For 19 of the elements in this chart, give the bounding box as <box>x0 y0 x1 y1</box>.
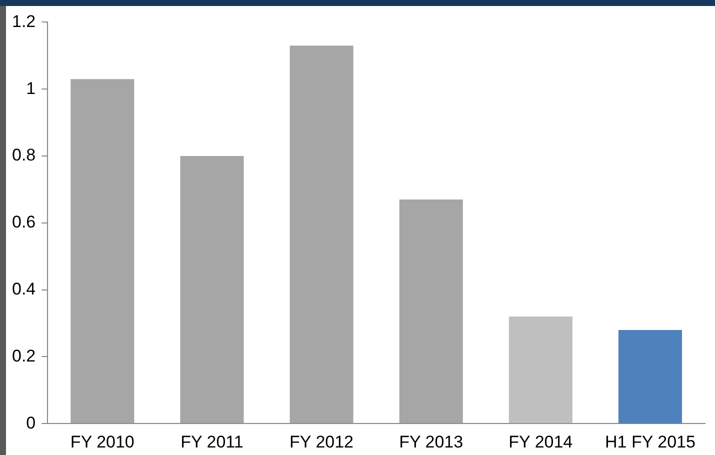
x-tick-label: FY 2011 <box>180 432 244 452</box>
x-tick-label: FY 2013 <box>399 432 464 452</box>
y-tick-label: 0.2 <box>12 346 36 366</box>
bar <box>290 46 354 424</box>
x-tick-label: FY 2010 <box>70 432 134 452</box>
bar <box>180 156 244 424</box>
y-tick-label: 0 <box>26 413 36 432</box>
x-tick-label: FY 2014 <box>508 432 573 452</box>
bar <box>70 79 134 424</box>
bar <box>508 316 572 424</box>
y-tick-label: 1.2 <box>12 12 36 31</box>
y-tick-label: 0.4 <box>12 279 36 298</box>
y-tick-label: 0.8 <box>12 146 36 165</box>
x-tick-label: H1 FY 2015 <box>605 432 696 452</box>
y-tick-label: 1 <box>26 78 36 98</box>
bar <box>399 199 463 424</box>
y-tick-label: 0.6 <box>12 212 36 232</box>
bar <box>618 330 682 424</box>
x-tick-label: FY 2012 <box>290 432 354 452</box>
